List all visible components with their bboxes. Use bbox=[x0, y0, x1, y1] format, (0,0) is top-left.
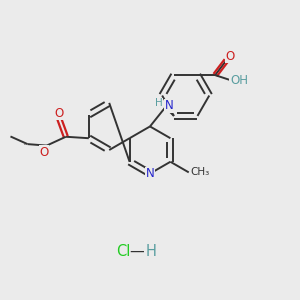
Text: H: H bbox=[155, 98, 163, 108]
Text: CH₃: CH₃ bbox=[191, 167, 210, 177]
Text: O: O bbox=[54, 107, 63, 120]
Text: O: O bbox=[226, 50, 235, 63]
Text: Cl: Cl bbox=[116, 244, 130, 259]
Text: ethyl: ethyl bbox=[23, 143, 27, 145]
Text: H: H bbox=[145, 244, 156, 259]
Text: N: N bbox=[146, 167, 154, 180]
Text: N: N bbox=[164, 99, 173, 112]
Text: —: — bbox=[129, 244, 144, 259]
Text: O: O bbox=[39, 146, 48, 159]
Text: OH: OH bbox=[230, 74, 248, 87]
